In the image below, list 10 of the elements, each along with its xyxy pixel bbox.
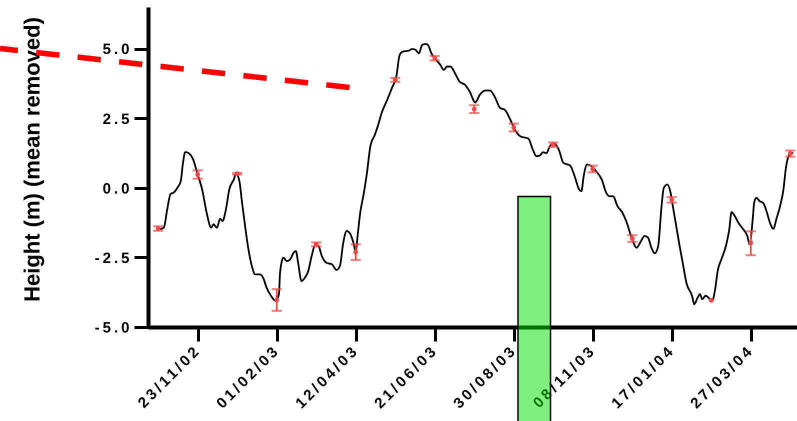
y-tick-label: -2.5 — [94, 250, 132, 267]
point — [748, 240, 754, 246]
y-axis-title: Height (m) (mean removed) — [20, 17, 44, 302]
y-tick-label: 0.0 — [102, 180, 132, 198]
point — [708, 298, 714, 303]
y-tick-label: 5.0 — [102, 41, 132, 58]
point — [274, 298, 280, 302]
y-tick-label: 2.5 — [102, 110, 132, 128]
point — [353, 250, 358, 254]
y-tick-label: -5.0 — [94, 320, 132, 336]
